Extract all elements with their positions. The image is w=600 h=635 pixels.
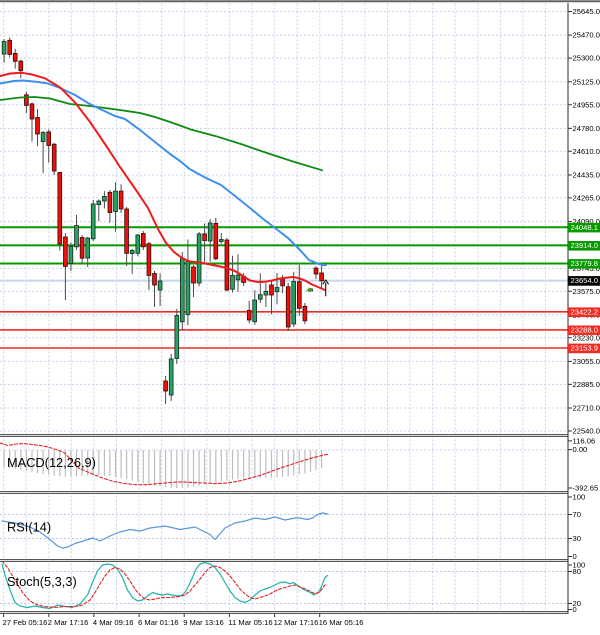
svg-text:6 Mar 01:16: 6 Mar 01:16 xyxy=(138,618,179,627)
svg-text:30: 30 xyxy=(573,534,581,543)
svg-text:23055.0: 23055.0 xyxy=(573,357,600,366)
svg-text:22710.0: 22710.0 xyxy=(573,404,600,413)
svg-text:11 Mar 05:16: 11 Mar 05:16 xyxy=(228,618,272,627)
svg-text:23914.0: 23914.0 xyxy=(571,241,598,250)
svg-text:70: 70 xyxy=(573,510,581,519)
svg-text:0.00: 0.00 xyxy=(573,445,588,454)
svg-text:24265.0: 24265.0 xyxy=(573,194,600,203)
svg-text:23654.0: 23654.0 xyxy=(571,276,598,285)
svg-text:25645.0: 25645.0 xyxy=(573,7,600,16)
svg-text:24955.0: 24955.0 xyxy=(573,100,600,109)
svg-text:24780.0: 24780.0 xyxy=(573,124,600,133)
svg-text:9 Mar 13:16: 9 Mar 13:16 xyxy=(183,618,224,627)
svg-text:23153.9: 23153.9 xyxy=(571,344,598,353)
svg-text:24435.0: 24435.0 xyxy=(573,171,600,180)
svg-text:100: 100 xyxy=(573,493,586,502)
svg-text:27 Feb 05:16: 27 Feb 05:16 xyxy=(3,618,48,627)
svg-text:23779.8: 23779.8 xyxy=(571,259,598,268)
svg-text:80: 80 xyxy=(573,567,581,576)
svg-text:25125.0: 25125.0 xyxy=(573,77,600,86)
svg-text:12 Mar 17:16: 12 Mar 17:16 xyxy=(274,618,319,627)
svg-text:4 Mar 09:16: 4 Mar 09:16 xyxy=(93,618,134,627)
svg-text:-392.65: -392.65 xyxy=(573,484,599,493)
svg-text:RSI(14): RSI(14) xyxy=(7,520,51,535)
svg-text:23575.0: 23575.0 xyxy=(573,287,600,296)
svg-text:22540.0: 22540.0 xyxy=(573,427,600,436)
svg-text:MACD(12,26,9): MACD(12,26,9) xyxy=(7,455,96,470)
svg-text:24610.0: 24610.0 xyxy=(573,147,600,156)
svg-text:16 Mar 05:16: 16 Mar 05:16 xyxy=(319,618,364,627)
svg-text:23422.2: 23422.2 xyxy=(571,308,598,317)
svg-text:0: 0 xyxy=(573,605,577,614)
svg-text:24048.1: 24048.1 xyxy=(571,223,598,232)
svg-text:116.06: 116.06 xyxy=(573,437,596,446)
svg-text:22885.0: 22885.0 xyxy=(573,380,600,389)
svg-text:2 Mar 17:16: 2 Mar 17:16 xyxy=(48,618,89,627)
svg-text:25300.0: 25300.0 xyxy=(573,54,600,63)
svg-text:25470.0: 25470.0 xyxy=(573,31,600,40)
svg-text:23288.0: 23288.0 xyxy=(571,326,598,335)
svg-text:Stoch(5,3,3): Stoch(5,3,3) xyxy=(7,574,77,589)
